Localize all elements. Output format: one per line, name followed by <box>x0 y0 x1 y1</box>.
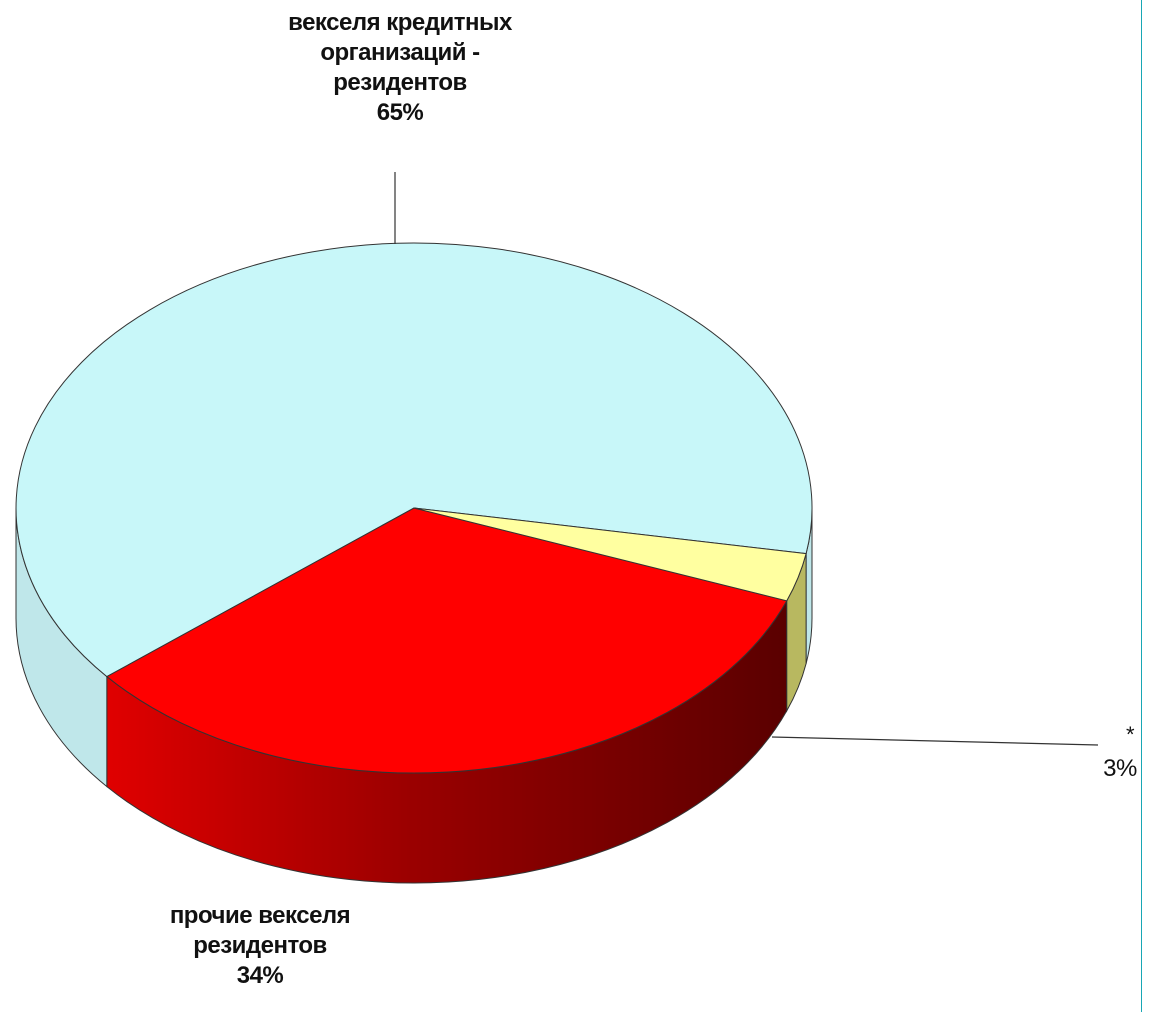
slice-label-credit-org-bills: векселя кредитных организаций - резидент… <box>250 8 550 128</box>
pie-tops <box>15 242 813 774</box>
slice-label-line: резидентов <box>193 932 327 959</box>
slice-percent: 3% <box>1103 755 1137 782</box>
slice-top-credit-org-bills <box>15 242 813 678</box>
slice-top-other <box>413 507 807 602</box>
pie-sides <box>15 507 813 884</box>
slice-top-other-bills <box>106 507 788 774</box>
leader-line-other <box>771 736 1099 746</box>
slice-label-line: прочие векселя <box>169 902 351 929</box>
label-leaders <box>394 172 1099 746</box>
slice-label-other: * 3% <box>1100 722 1140 784</box>
slide-right-border <box>1141 0 1155 1012</box>
slice-label-line: организаций - <box>320 39 480 66</box>
slice-percent: 34% <box>236 962 284 989</box>
slice-label-line: векселя кредитных <box>288 9 512 36</box>
slice-label-line: резидентов <box>333 69 467 96</box>
slice-percent: 65% <box>376 99 424 126</box>
slice-label-line: * <box>1125 722 1135 747</box>
slice-label-other-bills: прочие векселя резидентов 34% <box>120 901 400 991</box>
